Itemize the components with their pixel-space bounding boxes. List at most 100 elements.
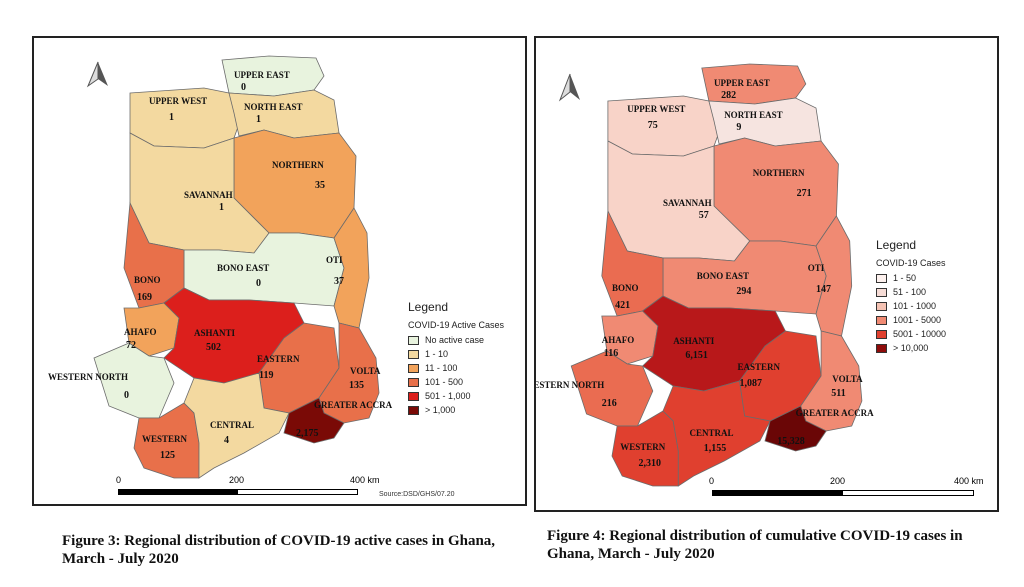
legend-title: Legend <box>876 238 917 252</box>
region-value: 282 <box>721 90 736 101</box>
region-label: AHAFO <box>602 335 635 345</box>
legend-swatch <box>876 315 887 325</box>
region-value: 75 <box>648 120 658 131</box>
region-label: SAVANNAH <box>663 198 712 208</box>
region-label: ASHANTI <box>194 328 236 338</box>
legend-item: 101 - 1000 <box>876 299 946 313</box>
legend-item: > 1,000 <box>408 403 504 417</box>
cumulative-cases-map-panel: UPPER EAST 282 UPPER WEST 75 NORTH EAST 9 NORT… <box>534 36 999 512</box>
region-value: 0 <box>256 278 261 289</box>
scale-tick: 200 <box>830 476 846 486</box>
region-label: EASTERN <box>257 354 300 364</box>
legend-item: 51 - 100 <box>876 285 946 299</box>
region-label: GREATER ACCRA <box>796 408 875 418</box>
legend-item: 101 - 500 <box>408 375 504 389</box>
region-label: UPPER EAST <box>714 78 770 88</box>
scale-tick: 400 km <box>350 475 380 485</box>
cumulative-cases-map: UPPER EAST 282 UPPER WEST 75 NORTH EAST 9 NORT… <box>536 63 875 487</box>
legend-subtitle: COVID-19 Active Cases <box>408 320 505 330</box>
region-label: UPPER WEST <box>627 104 685 114</box>
region-value: 0 <box>241 82 246 93</box>
legend-label: 101 - 500 <box>425 377 464 387</box>
region-label: NORTHERN <box>272 160 324 170</box>
region-value: 294 <box>736 286 751 297</box>
region-label: BONO EAST <box>697 271 749 281</box>
region-label: ASHANTI <box>673 336 715 346</box>
legend-item: 1 - 10 <box>408 347 504 361</box>
legend-cumulative-cases: Legend COVID-19 Cases 1 - 50 51 - 100 101 … <box>876 238 946 355</box>
region-label: UPPER EAST <box>234 70 290 80</box>
region-central <box>662 380 771 487</box>
legend-active-cases: Legend COVID-19 Active Cases No active c… <box>408 300 504 417</box>
region-label: OTI <box>326 255 343 265</box>
legend-label: 501 - 1,000 <box>425 391 471 401</box>
region-value: 1,155 <box>704 443 727 454</box>
legend-swatch <box>876 301 887 311</box>
legend-item: 1001 - 5000 <box>876 313 946 327</box>
region-western-north <box>93 342 175 419</box>
region-label: WESTERN NORTH <box>536 380 604 390</box>
region-value: 2,310 <box>639 458 662 469</box>
legend-label: 101 - 1000 <box>893 301 937 311</box>
region-western-north <box>570 350 654 427</box>
region-north-east <box>708 97 822 147</box>
region-central <box>183 372 290 479</box>
region-label: GREATER ACCRA <box>314 400 393 410</box>
region-label: BONO <box>134 275 161 285</box>
legend-swatch <box>408 405 419 415</box>
region-value: 147 <box>816 284 831 295</box>
north-arrow-icon <box>86 61 108 88</box>
region-value: 135 <box>349 380 364 391</box>
region-label: WESTERN <box>620 442 666 452</box>
scale-bar <box>118 489 358 495</box>
active-cases-map-panel: UPPER EAST 0 UPPER WEST 1 NORTH EAST 1 NORTHER… <box>32 36 527 506</box>
legend-label: 1 - 50 <box>893 273 917 283</box>
legend-swatch <box>876 343 887 353</box>
legend-swatch <box>408 363 419 373</box>
scale-tick: 200 <box>229 475 245 485</box>
legend-swatch <box>876 329 887 339</box>
legend-label: 11 - 100 <box>425 363 458 373</box>
source-note: Source:DSD/GHS/07.20 <box>379 491 455 498</box>
region-label: EASTERN <box>738 362 781 372</box>
region-label: VOLTA <box>350 366 381 376</box>
region-label: BONO <box>612 283 639 293</box>
legend-swatch <box>876 273 887 283</box>
region-value: 216 <box>602 398 617 409</box>
legend-item: > 10,000 <box>876 341 946 355</box>
legend-item: No active case <box>408 333 504 347</box>
region-value: 1 <box>169 112 174 123</box>
region-value: 9 <box>736 122 741 133</box>
region-label: OTI <box>808 263 825 273</box>
legend-label: 5001 - 10000 <box>893 329 947 339</box>
figure-4-caption: Figure 4: Regional distribution of cumul… <box>547 528 963 562</box>
region-label: UPPER WEST <box>149 96 207 106</box>
region-value: 4 <box>224 435 229 446</box>
legend-item: 5001 - 10000 <box>876 327 946 341</box>
region-label: VOLTA <box>832 374 863 384</box>
region-label: NORTH EAST <box>244 102 302 112</box>
region-value: 6,151 <box>685 350 708 361</box>
north-arrow-icon <box>558 73 580 102</box>
region-label: NORTH EAST <box>724 110 782 120</box>
region-value: 119 <box>259 370 273 381</box>
legend-item: 501 - 1,000 <box>408 389 504 403</box>
region-value: 271 <box>797 188 812 199</box>
region-value: 15,328 <box>777 436 805 447</box>
region-value: 116 <box>604 348 618 359</box>
region-value: 1 <box>219 202 224 213</box>
region-value: 502 <box>206 342 221 353</box>
legend-label: > 10,000 <box>893 343 929 353</box>
active-cases-map: UPPER EAST 0 UPPER WEST 1 NORTH EAST 1 NORTHER… <box>48 55 393 479</box>
region-greater-accra <box>764 405 827 452</box>
region-volta <box>318 322 380 424</box>
region-label: NORTHERN <box>753 168 805 178</box>
legend-item: 1 - 50 <box>876 271 946 285</box>
region-label: CENTRAL <box>690 428 734 438</box>
region-greater-accra <box>283 397 345 444</box>
region-label: WESTERN NORTH <box>48 372 128 382</box>
region-value: 511 <box>831 388 845 399</box>
region-value: 1 <box>256 114 261 125</box>
legend-item: 11 - 100 <box>408 361 504 375</box>
legend-label: 1001 - 5000 <box>893 315 942 325</box>
